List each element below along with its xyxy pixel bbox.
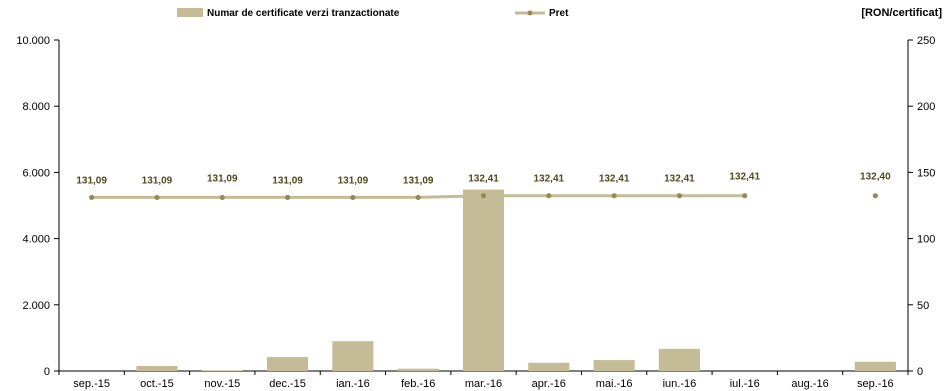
bar [593, 360, 635, 371]
price-marker [546, 193, 552, 199]
x-tick-label: feb.-16 [401, 378, 435, 390]
price-data-label: 132,41 [729, 172, 760, 183]
x-tick-label: mai.-16 [596, 378, 633, 390]
left-axis-ticks: 0 2.000 4.000 6.000 8.000 10.000 [16, 35, 59, 378]
price-data-label: 131,09 [272, 175, 303, 186]
bar [854, 361, 896, 371]
x-axis-ticks: sep.-15 oct.-15 nov.-15 dec.-15 ian.-16 feb.-… [58, 371, 909, 390]
right-tick-label: 100 [917, 234, 935, 246]
right-axis-unit-label: [RON/certificat] [861, 7, 942, 19]
x-tick-label: iun.-16 [663, 378, 697, 390]
right-tick-label: 150 [917, 167, 935, 179]
x-tick-label: mar.-16 [465, 378, 502, 390]
left-tick-label: 8.000 [22, 101, 50, 113]
right-axis-ticks: 0 50 100 150 200 250 [908, 35, 935, 378]
price-data-label: 131,09 [76, 175, 107, 186]
bar [201, 370, 243, 371]
price-data-label: 131,09 [403, 175, 434, 186]
bar-series [136, 189, 896, 371]
x-tick-label: aug.-16 [791, 378, 828, 390]
price-marker [284, 194, 291, 201]
x-tick-label: sep.-15 [73, 378, 110, 390]
bar [136, 366, 178, 371]
left-tick-label: 4.000 [22, 234, 50, 246]
price-data-label: 132,41 [468, 174, 499, 185]
left-tick-label: 0 [44, 366, 50, 378]
bar [658, 348, 700, 371]
price-marker [611, 193, 617, 199]
bar [528, 362, 570, 371]
bar [397, 368, 439, 371]
right-tick-label: 50 [917, 300, 929, 312]
price-marker [415, 194, 421, 201]
legend-item-line[interactable]: Pret [515, 8, 569, 19]
right-tick-label: 200 [917, 101, 935, 113]
x-tick-label: ian.-16 [336, 378, 370, 390]
price-marker [350, 194, 356, 201]
left-tick-label: 2.000 [22, 300, 50, 312]
legend-label-bars: Numar de certificate verzi tranzactionat… [207, 8, 400, 19]
legend: Numar de certificate verzi tranzactionat… [177, 8, 569, 19]
price-marker [154, 194, 160, 201]
x-tick-label: oct.-15 [140, 378, 174, 390]
x-tick-label: nov.-15 [204, 378, 240, 390]
bar [462, 189, 505, 371]
price-data-labels: 131,09 131,09 131,09 131,09 131,09 131,09 132,… [76, 172, 891, 187]
price-data-label: 132,41 [534, 174, 565, 185]
price-data-label: 132,41 [664, 174, 695, 185]
price-data-label: 132,41 [599, 174, 630, 185]
x-tick-label: apr.-16 [532, 378, 566, 390]
bar [267, 357, 309, 371]
price-marker [89, 194, 95, 201]
price-data-label: 131,09 [142, 175, 173, 186]
price-marker [742, 193, 748, 199]
left-tick-label: 6.000 [22, 167, 50, 179]
legend-label-line: Pret [549, 8, 569, 19]
price-line-series [89, 193, 878, 201]
price-data-label: 131,09 [338, 175, 369, 186]
legend-item-bars[interactable]: Numar de certificate verzi tranzactionat… [177, 8, 400, 19]
x-tick-label: iul.-16 [730, 378, 760, 390]
right-tick-label: 250 [917, 35, 935, 47]
price-data-label: 132,40 [860, 172, 891, 183]
x-tick-label: dec.-15 [269, 378, 306, 390]
left-tick-label: 10.000 [16, 35, 50, 47]
price-marker [676, 193, 683, 199]
right-tick-label: 0 [917, 366, 923, 378]
price-data-label: 131,09 [207, 173, 238, 184]
legend-swatch-bars [177, 8, 203, 17]
bar [332, 341, 374, 371]
price-marker [480, 193, 487, 199]
price-marker [219, 194, 225, 201]
legend-swatch-marker [527, 10, 533, 16]
x-tick-label: sep.-16 [857, 378, 894, 390]
price-marker [872, 193, 878, 199]
